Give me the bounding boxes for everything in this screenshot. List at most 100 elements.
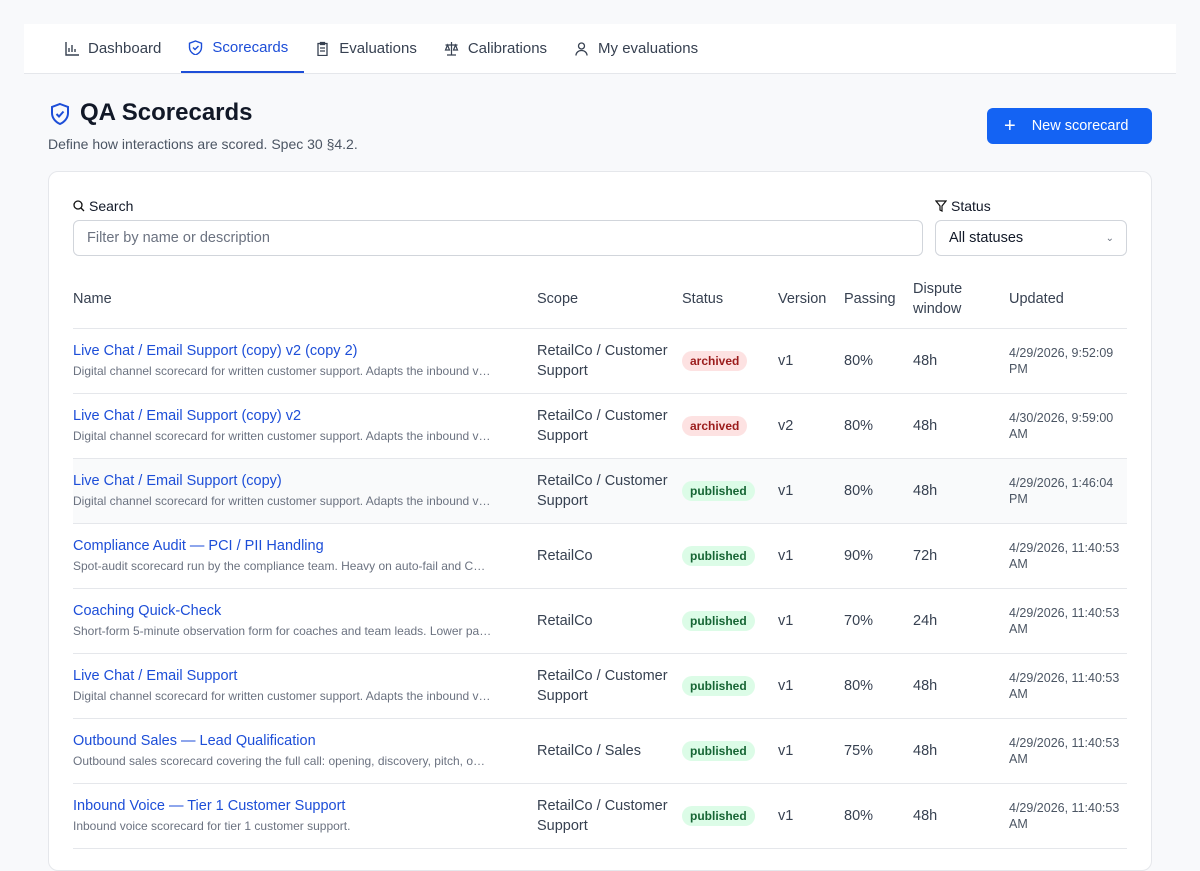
- tab-icon: [444, 42, 459, 56]
- scorecard-name[interactable]: Coaching Quick-Check: [73, 602, 222, 619]
- updated-cell: 4/30/2026, 9:59:00 AM: [1009, 393, 1127, 459]
- scorecard-description: Digital channel scorecard for written cu…: [73, 428, 491, 443]
- updated-time: 4/29/2026, 9:52:09 PM: [1009, 345, 1114, 376]
- dispute-cell: 48h: [913, 458, 1009, 524]
- dispute-cell: 48h: [913, 718, 1009, 784]
- scope-cell: RetailCo: [537, 588, 682, 654]
- passing-cell: 80%: [844, 328, 913, 394]
- search-placeholder: Filter by name or description: [87, 230, 270, 246]
- nav-tab[interactable]: Dashboard: [57, 24, 177, 73]
- scope-cell: RetailCo / Customer Support: [537, 783, 682, 849]
- status-label: Status: [951, 198, 991, 214]
- name-cell: Live Chat / Email Support (copy) v2 (cop…: [73, 328, 537, 394]
- status-cell: published: [682, 588, 778, 654]
- version-cell: v1: [778, 718, 844, 784]
- updated-time: 4/29/2026, 11:40:53 AM: [1009, 800, 1120, 831]
- status-badge: archived: [682, 415, 748, 436]
- status-cell: archived: [682, 328, 778, 394]
- dispute-cell: 48h: [913, 653, 1009, 719]
- updated-time: 4/29/2026, 11:40:53 AM: [1009, 540, 1120, 571]
- page-subtitle: Define how interactions are scored. Spec…: [48, 136, 358, 152]
- status-cell: published: [682, 718, 778, 784]
- scorecard-description: Spot-audit scorecard run by the complian…: [73, 558, 486, 573]
- status-cell: archived: [682, 393, 778, 459]
- scorecard-description: Outbound sales scorecard covering the fu…: [73, 753, 485, 768]
- scorecard-table: Name Scope Status Version Passing Dispute win…: [73, 270, 1127, 849]
- dispute-cell: 48h: [913, 328, 1009, 394]
- column-header: Passing: [844, 270, 913, 329]
- scorecard-name[interactable]: Live Chat / Email Support (copy) v2 (cop…: [73, 342, 358, 359]
- new-scorecard-button[interactable]: + New scorecard: [987, 108, 1152, 144]
- table-row: Live Chat / Email Support (copy) v2 (cop…: [73, 328, 1127, 394]
- nav-tab[interactable]: Calibrations: [437, 24, 563, 73]
- dispute-cell: 24h: [913, 588, 1009, 654]
- updated-cell: 4/29/2026, 11:40:53 AM: [1009, 718, 1127, 784]
- scope-cell: RetailCo / Customer Support: [537, 328, 682, 394]
- passing-cell: 90%: [844, 523, 913, 589]
- name-cell: Inbound Voice — Tier 1 Customer Support I…: [73, 783, 537, 849]
- tab-icon: [575, 42, 588, 56]
- search-input[interactable]: Filter by name or description: [73, 220, 923, 256]
- scorecard-name[interactable]: Live Chat / Email Support: [73, 667, 238, 684]
- page-title: QA Scorecards: [80, 99, 253, 126]
- header-row: Name Scope Status Version Passing Dispute win…: [73, 270, 1127, 329]
- search-label-row: Search: [73, 198, 133, 214]
- status-badge: published: [682, 545, 755, 566]
- scorecard-name[interactable]: Outbound Sales — Lead Qualification: [73, 732, 316, 749]
- status-badge: published: [682, 805, 755, 826]
- dispute-cell: 72h: [913, 523, 1009, 589]
- updated-cell: 4/29/2026, 11:40:53 AM: [1009, 653, 1127, 719]
- version-cell: v1: [778, 458, 844, 524]
- updated-time: 4/29/2026, 11:40:53 AM: [1009, 735, 1120, 766]
- scorecard-name[interactable]: Inbound Voice — Tier 1 Customer Support: [73, 797, 346, 814]
- search-label: Search: [89, 198, 134, 214]
- table-row: Coaching Quick-Check Short-form 5-minute …: [73, 588, 1127, 654]
- updated-cell: 4/29/2026, 9:52:09 PM: [1009, 328, 1127, 394]
- tab-icon: [189, 40, 203, 55]
- status-badge: published: [682, 480, 755, 501]
- status-badge: archived: [682, 350, 748, 371]
- scorecard-name[interactable]: Compliance Audit — PCI / PII Handling: [73, 537, 324, 554]
- table-row: Live Chat / Email Support Digital channel…: [73, 653, 1127, 719]
- status-label-row: Status: [935, 198, 991, 214]
- status-select[interactable]: All statuses ⌄: [935, 220, 1127, 256]
- updated-time: 4/29/2026, 1:46:04 PM: [1009, 475, 1114, 506]
- chevron: ⌄: [1105, 232, 1114, 244]
- table-row: Outbound Sales — Lead Qualification Outbo…: [73, 718, 1127, 784]
- passing-cell: 75%: [844, 718, 913, 784]
- tab-bar: Dashboard Scorecards Evaluations Calibratio…: [24, 24, 1176, 74]
- scorecard-name[interactable]: Live Chat / Email Support (copy) v2: [73, 407, 302, 424]
- column-header: Updated: [1009, 270, 1127, 329]
- passing-cell: 80%: [844, 783, 913, 849]
- scorecard-description: Digital channel scorecard for written cu…: [73, 688, 491, 703]
- table-body: Live Chat / Email Support (copy) v2 (cop…: [73, 328, 1127, 849]
- column-header: Status: [682, 270, 778, 329]
- passing-cell: 80%: [844, 393, 913, 459]
- status-value: All statuses: [949, 230, 1024, 246]
- status-badge: published: [682, 675, 755, 696]
- tab-label: My evaluations: [598, 40, 699, 57]
- nav-tab[interactable]: My evaluations: [567, 24, 714, 73]
- passing-cell: 70%: [844, 588, 913, 654]
- name-cell: Live Chat / Email Support Digital channel…: [73, 653, 537, 719]
- button-label: New scorecard: [1031, 118, 1129, 134]
- table-row: Inbound Voice — Tier 1 Customer Support I…: [73, 783, 1127, 849]
- version-cell: v2: [778, 393, 844, 459]
- scope-cell: RetailCo / Customer Support: [537, 653, 682, 719]
- page: Dashboard Scorecards Evaluations Calibratio…: [24, 24, 1176, 871]
- search-icon: [73, 200, 85, 212]
- tab-label: Evaluations: [339, 40, 417, 57]
- nav-tab[interactable]: Evaluations: [308, 24, 433, 73]
- version-cell: v1: [778, 328, 844, 394]
- scorecard-name[interactable]: Live Chat / Email Support (copy): [73, 472, 282, 489]
- scope-cell: RetailCo / Customer Support: [537, 393, 682, 459]
- scope-cell: RetailCo / Customer Support: [537, 458, 682, 524]
- name-cell: Live Chat / Email Support (copy) Digital …: [73, 458, 537, 524]
- status-cell: published: [682, 783, 778, 849]
- status-cell: published: [682, 458, 778, 524]
- status-cell: published: [682, 653, 778, 719]
- nav-tab[interactable]: Scorecards: [181, 24, 305, 73]
- tab-label: Scorecards: [212, 39, 289, 56]
- updated-time: 4/30/2026, 9:59:00 AM: [1009, 410, 1114, 441]
- updated-cell: 4/29/2026, 1:46:04 PM: [1009, 458, 1127, 524]
